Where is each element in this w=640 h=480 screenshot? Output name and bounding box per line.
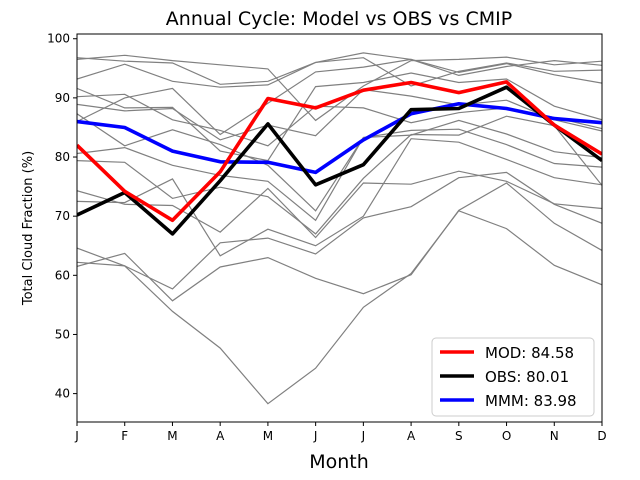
- cmip-model-line-8: [77, 113, 602, 212]
- x-tick-label: A: [216, 429, 225, 443]
- cmip-model-line-14: [77, 182, 602, 302]
- x-tick-label: J: [361, 429, 366, 443]
- x-tick-label: J: [74, 429, 79, 443]
- x-tick-label: N: [550, 429, 559, 443]
- x-tick-label: D: [597, 429, 606, 443]
- cmip-model-line-6: [77, 88, 602, 141]
- y-tick-label: 60: [55, 268, 70, 282]
- cmip-model-line-1: [77, 54, 602, 122]
- axes: 40 50 60 70 80 90 100 J F M A M J J A S O N D: [47, 32, 607, 443]
- cmip-model-line-13: [77, 171, 602, 290]
- x-tick-label: M: [167, 429, 177, 443]
- series-line-obs: [77, 85, 602, 236]
- x-tick-label: F: [121, 429, 128, 443]
- cmip-model-line-15: [77, 210, 602, 405]
- cmip-model-lines: [77, 52, 602, 405]
- legend-label-mmm: MMM: 83.98: [485, 392, 577, 410]
- legend: MOD: 84.58 OBS: 80.01 MMM: 83.98: [431, 337, 595, 417]
- y-tick-label: 80: [55, 150, 70, 164]
- cmip-model-line-11: [77, 170, 602, 239]
- y-axis-label: Total Cloud Fraction (%): [21, 151, 36, 306]
- cmip-model-line-2: [77, 52, 602, 85]
- legend-label-obs: OBS: 80.01: [485, 368, 569, 386]
- plot-frame: [76, 33, 603, 423]
- cmip-model-line-5: [77, 72, 602, 162]
- x-tick-label: A: [407, 429, 416, 443]
- y-tick-label: 50: [55, 327, 70, 341]
- main-series-lines: [77, 80, 602, 236]
- cmip-model-line-9: [77, 119, 602, 222]
- chart-title: Annual Cycle: Model vs OBS vs CMIP: [166, 8, 512, 30]
- y-tick-label: 70: [55, 209, 70, 223]
- cmip-model-line-12: [77, 138, 602, 257]
- y-tick-label: 90: [55, 91, 70, 105]
- x-axis-label: Month: [309, 451, 369, 473]
- legend-label-mod: MOD: 84.58: [485, 344, 574, 362]
- cmip-model-line-4: [77, 58, 602, 136]
- x-tick-label: J: [313, 429, 318, 443]
- y-tick-label: 40: [55, 387, 70, 401]
- x-tick-label: M: [263, 429, 273, 443]
- series-line-mod: [77, 80, 602, 223]
- cmip-model-line-10: [77, 115, 602, 235]
- y-tick-label: 100: [47, 32, 70, 46]
- legend-box: [431, 337, 595, 417]
- series-line-mmm: [77, 102, 602, 175]
- x-tick-label: O: [502, 429, 511, 443]
- x-tick-label: S: [455, 429, 463, 443]
- cmip-model-line-3: [77, 57, 602, 88]
